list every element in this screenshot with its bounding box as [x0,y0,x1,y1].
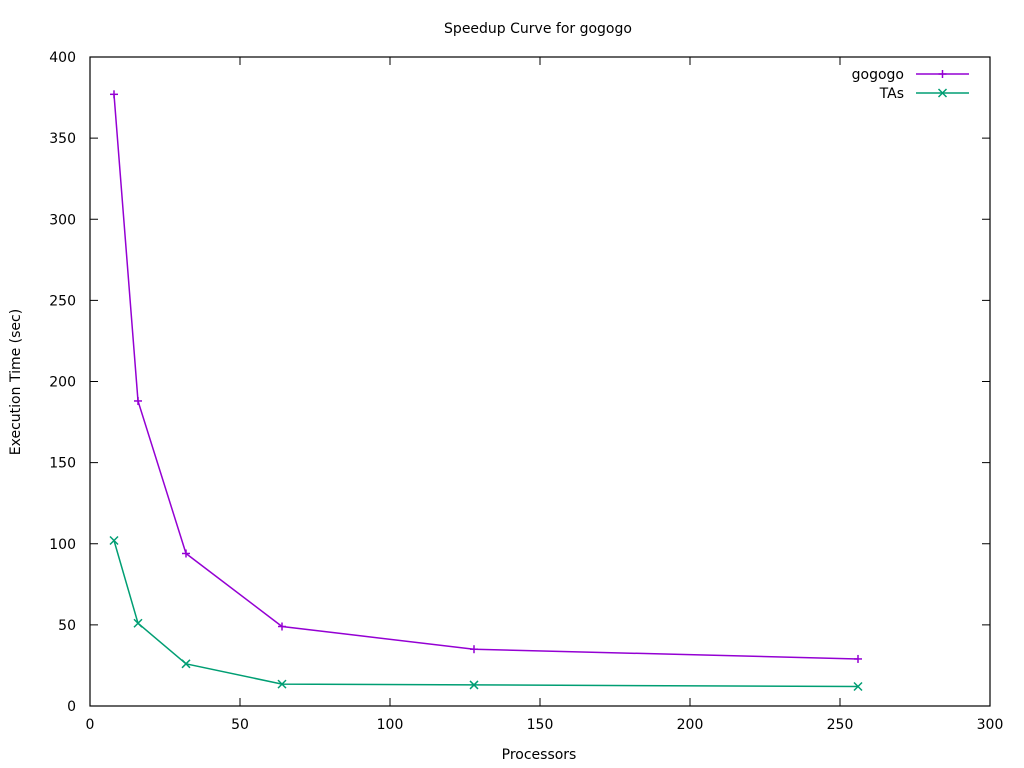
data-point-marker [133,618,143,628]
y-tick-label: 400 [49,50,76,66]
y-tick-label: 50 [58,618,76,634]
legend-label: gogogo [852,67,904,83]
legend: gogogo TAs [852,67,969,102]
x-tick-label: 0 [86,717,95,733]
x-tick-label: 200 [677,717,704,733]
series-gogogo [110,90,862,663]
y-axis-label: Execution Time (sec) [8,309,24,455]
data-point-marker [181,659,191,669]
y-tick-label: 250 [49,293,76,309]
y-tick-label: 200 [49,375,76,391]
x-tick-label: 300 [977,717,1004,733]
data-point-marker [109,535,119,546]
x-tick-label: 100 [377,717,404,733]
y-tick-label: 0 [67,699,76,715]
series-tas [109,535,863,692]
axis-ticks: 0 50 100 150 200 250 300 0 50 100 150 200 250 300 350 4… [49,50,1003,733]
y-tick-label: 150 [49,456,76,472]
plot-frame [89,56,991,707]
data-point-marker [277,679,287,689]
data-point-marker [469,680,479,690]
legend-label: TAs [879,86,904,102]
data-point-marker [853,681,863,692]
y-tick-label: 350 [49,131,76,147]
x-axis-label: Processors [502,747,577,763]
series-layer [109,90,863,692]
chart-title: Speedup Curve for gogogo [444,21,632,37]
y-tick-label: 100 [49,537,76,553]
y-tick-label: 300 [49,212,76,228]
data-point-marker [937,88,948,98]
x-tick-label: 150 [527,717,554,733]
x-tick-label: 250 [827,717,854,733]
series-line [113,540,859,688]
x-tick-label: 50 [231,717,249,733]
series-line [113,94,859,660]
